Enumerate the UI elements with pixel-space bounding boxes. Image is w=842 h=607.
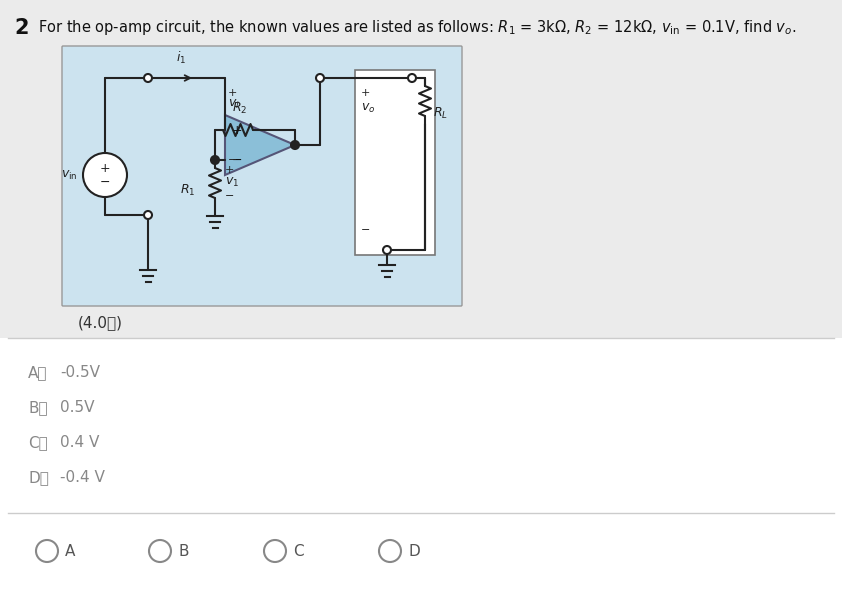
- Circle shape: [149, 540, 171, 562]
- FancyBboxPatch shape: [62, 46, 462, 306]
- Text: +: +: [361, 88, 370, 98]
- Text: C: C: [293, 543, 304, 558]
- Text: +: +: [228, 88, 237, 98]
- Text: +: +: [232, 123, 242, 137]
- Text: +: +: [99, 161, 110, 174]
- Circle shape: [83, 153, 127, 197]
- Text: $v_o$: $v_o$: [361, 101, 376, 115]
- Circle shape: [36, 540, 58, 562]
- Text: A: A: [65, 543, 76, 558]
- Circle shape: [144, 74, 152, 82]
- Text: For the op-amp circuit, the known values are listed as follows: $R_1$ = 3k$\Omeg: For the op-amp circuit, the known values…: [38, 18, 797, 37]
- Bar: [355, 70, 435, 255]
- Circle shape: [383, 246, 391, 254]
- Text: −: −: [99, 175, 110, 189]
- Circle shape: [379, 540, 401, 562]
- Circle shape: [144, 211, 152, 219]
- Text: −: −: [228, 155, 237, 165]
- Circle shape: [211, 156, 219, 164]
- Text: $i_1$: $i_1$: [176, 50, 186, 66]
- Text: -0.5V: -0.5V: [60, 365, 100, 380]
- Text: (4.0分): (4.0分): [78, 315, 123, 330]
- Text: −: −: [361, 225, 370, 235]
- Bar: [0, 303, 842, 338]
- Text: $R_1$: $R_1$: [179, 183, 195, 197]
- Text: $v_{\rm in}$: $v_{\rm in}$: [61, 169, 78, 181]
- Text: B: B: [178, 543, 189, 558]
- Text: −: −: [225, 191, 234, 201]
- Text: +: +: [225, 165, 234, 175]
- Text: D: D: [408, 543, 420, 558]
- Text: D，: D，: [28, 470, 49, 485]
- Circle shape: [408, 74, 416, 82]
- Text: $R_L$: $R_L$: [433, 106, 448, 121]
- Text: -0.4 V: -0.4 V: [60, 470, 105, 485]
- Text: $v_1$: $v_1$: [225, 175, 239, 189]
- Text: 0.5V: 0.5V: [60, 400, 94, 415]
- Text: 0.4 V: 0.4 V: [60, 435, 99, 450]
- Text: A，: A，: [28, 365, 47, 380]
- Text: 2: 2: [14, 18, 29, 38]
- Text: C，: C，: [28, 435, 48, 450]
- Circle shape: [291, 141, 299, 149]
- Text: B，: B，: [28, 400, 48, 415]
- Circle shape: [264, 540, 286, 562]
- Text: $R_2$: $R_2$: [232, 101, 248, 116]
- Polygon shape: [225, 115, 295, 175]
- Circle shape: [316, 74, 324, 82]
- Text: −: −: [232, 154, 242, 166]
- Bar: [0, 338, 842, 607]
- Text: $v_i$: $v_i$: [228, 98, 240, 111]
